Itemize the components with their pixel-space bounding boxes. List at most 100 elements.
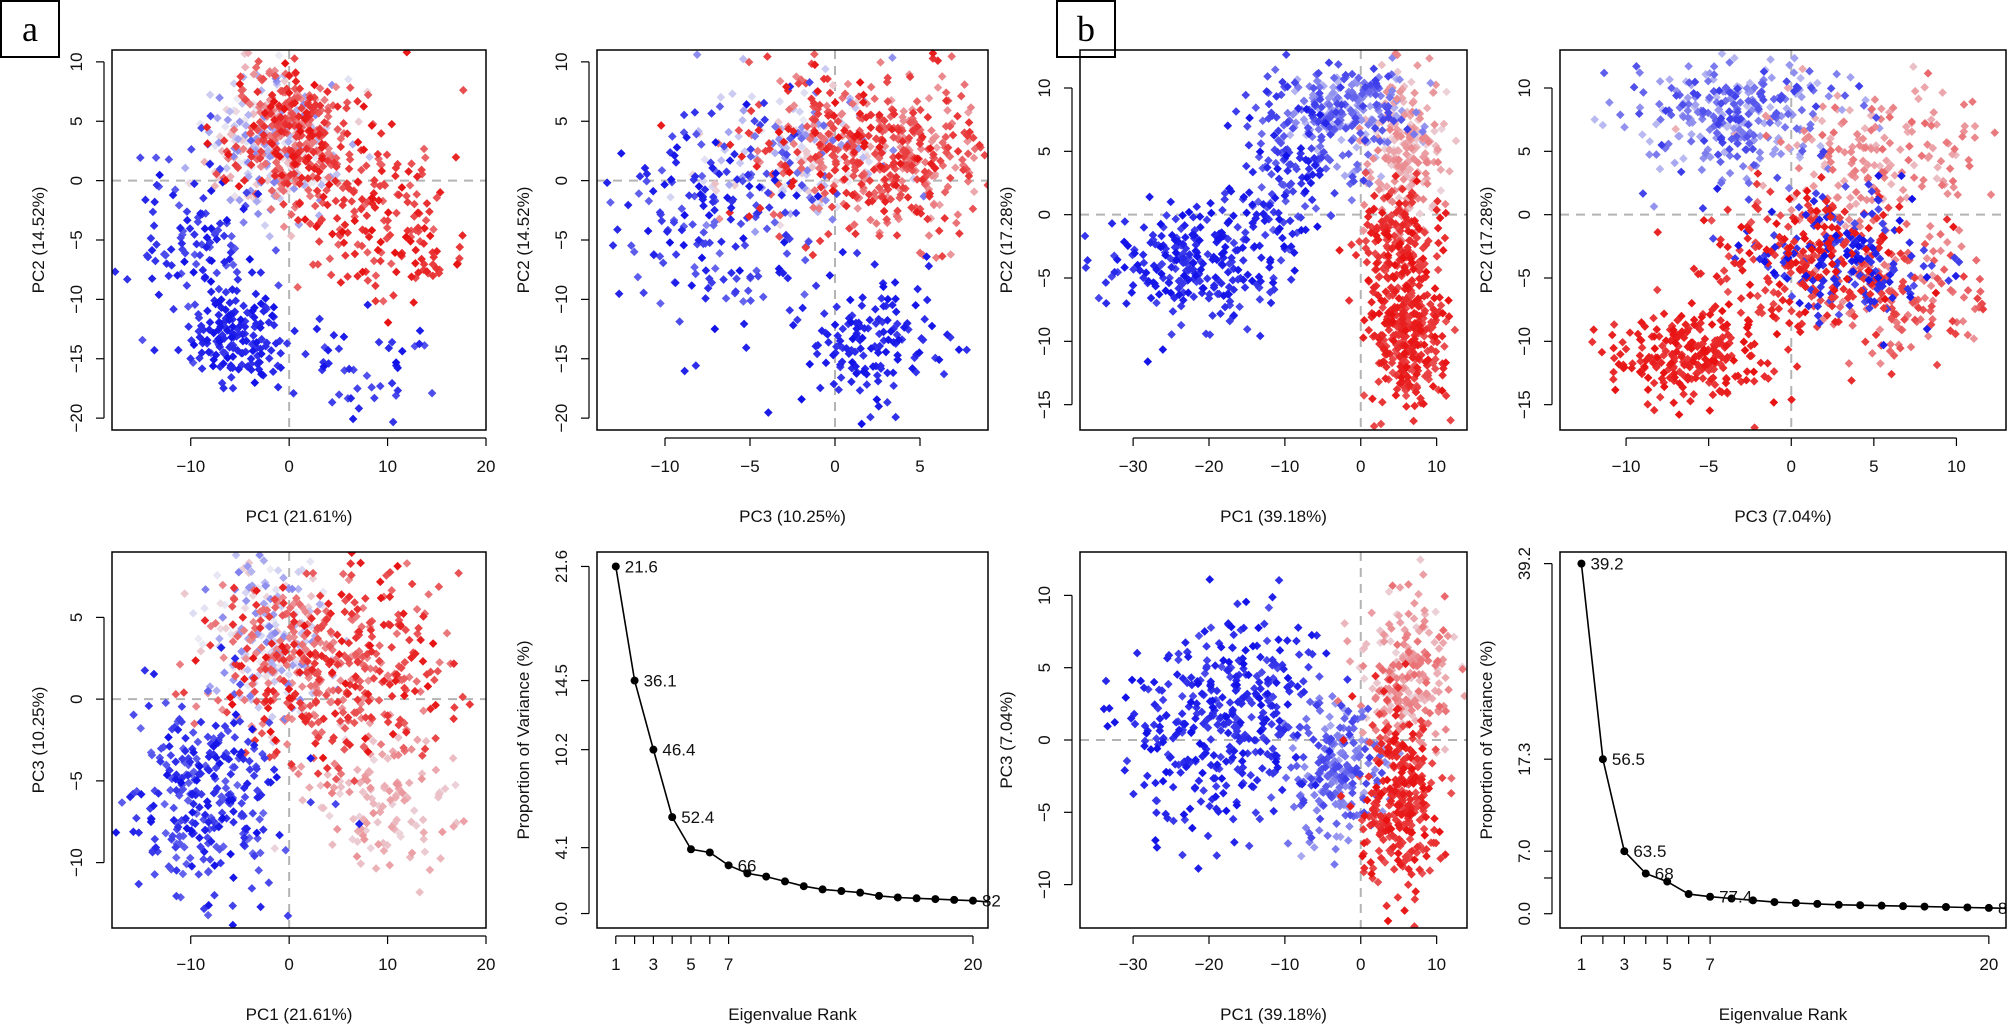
data-point (896, 142, 905, 152)
data-point (229, 79, 239, 88)
data-point (266, 565, 275, 574)
data-point (243, 158, 253, 167)
data-point (394, 190, 404, 200)
data-point (384, 343, 394, 353)
data-point (937, 251, 947, 261)
data-point (1395, 239, 1405, 249)
data-point (1423, 179, 1432, 189)
data-point (855, 78, 865, 87)
data-point (1783, 222, 1793, 232)
data-point (1284, 148, 1294, 157)
data-point (1643, 400, 1653, 409)
data-point (797, 122, 807, 132)
data-point (1831, 267, 1841, 276)
data-point (1797, 105, 1807, 115)
data-point (1977, 299, 1987, 309)
data-point (187, 145, 196, 154)
data-point (1815, 318, 1824, 328)
data-point (1958, 132, 1967, 141)
data-point (1923, 140, 1932, 149)
data-point (1745, 290, 1755, 300)
data-point (679, 240, 689, 250)
data-point (1233, 222, 1243, 232)
data-point (291, 174, 300, 184)
data-point (828, 151, 837, 160)
data-point (849, 147, 859, 157)
data-point (190, 179, 199, 189)
data-point (1272, 92, 1281, 101)
data-point (715, 214, 724, 224)
data-point (1683, 106, 1693, 116)
data-point (1375, 339, 1384, 349)
data-point (848, 334, 858, 344)
data-point (276, 131, 285, 141)
data-point (1270, 193, 1280, 203)
data-point (1709, 62, 1719, 71)
data-point (1445, 166, 1454, 176)
data-point (912, 207, 922, 217)
data-point (753, 146, 763, 156)
data-point (1627, 363, 1637, 373)
data-point (744, 212, 754, 221)
data-point (1920, 118, 1930, 128)
data-point (1659, 382, 1669, 392)
data-point (837, 357, 847, 367)
data-point (202, 233, 212, 242)
data-point (385, 230, 395, 240)
data-point (1374, 272, 1384, 282)
data-point (675, 317, 684, 326)
data-point (665, 148, 675, 157)
data-point (1870, 95, 1880, 104)
data-point (793, 315, 802, 325)
data-point (394, 733, 403, 742)
data-point (1220, 195, 1229, 204)
data-point (1229, 311, 1239, 320)
data-point (1245, 113, 1254, 123)
data-point (838, 131, 847, 141)
data-point (832, 202, 842, 212)
data-point (1689, 320, 1699, 330)
data-point (1852, 129, 1862, 139)
data-point (1771, 313, 1781, 323)
data-point (228, 260, 238, 270)
data-point (1845, 105, 1855, 115)
data-point (1700, 361, 1710, 371)
data-point (1382, 272, 1392, 282)
data-point (1707, 320, 1717, 329)
data-point (1664, 139, 1673, 149)
data-point (871, 304, 880, 314)
data-point (1698, 114, 1707, 124)
data-point (1896, 249, 1905, 258)
data-point (1440, 233, 1450, 243)
data-point (1334, 60, 1343, 69)
data-point (226, 241, 236, 250)
data-point (1288, 187, 1298, 196)
data-point (662, 227, 672, 236)
data-point (1355, 237, 1364, 246)
data-point (1113, 255, 1122, 265)
data-point (1196, 265, 1206, 274)
data-point (853, 158, 863, 168)
data-point (1185, 264, 1195, 274)
data-point (280, 76, 289, 86)
data-point (1080, 231, 1090, 241)
data-point (708, 163, 717, 173)
data-point (845, 224, 854, 233)
data-point (1414, 224, 1424, 234)
data-point (703, 283, 713, 293)
data-point (937, 72, 947, 81)
data-point (918, 132, 927, 142)
data-point (1744, 329, 1753, 339)
data-point (1909, 173, 1919, 182)
data-point (1945, 164, 1955, 173)
data-point (1809, 196, 1819, 206)
data-point (1742, 84, 1752, 93)
data-point (731, 287, 740, 296)
data-point (1725, 151, 1735, 161)
data-point (875, 341, 885, 351)
data-point (1363, 159, 1372, 169)
data-point (238, 329, 247, 339)
data-point (770, 148, 780, 158)
data-point (1679, 154, 1688, 163)
data-point (1744, 178, 1754, 188)
